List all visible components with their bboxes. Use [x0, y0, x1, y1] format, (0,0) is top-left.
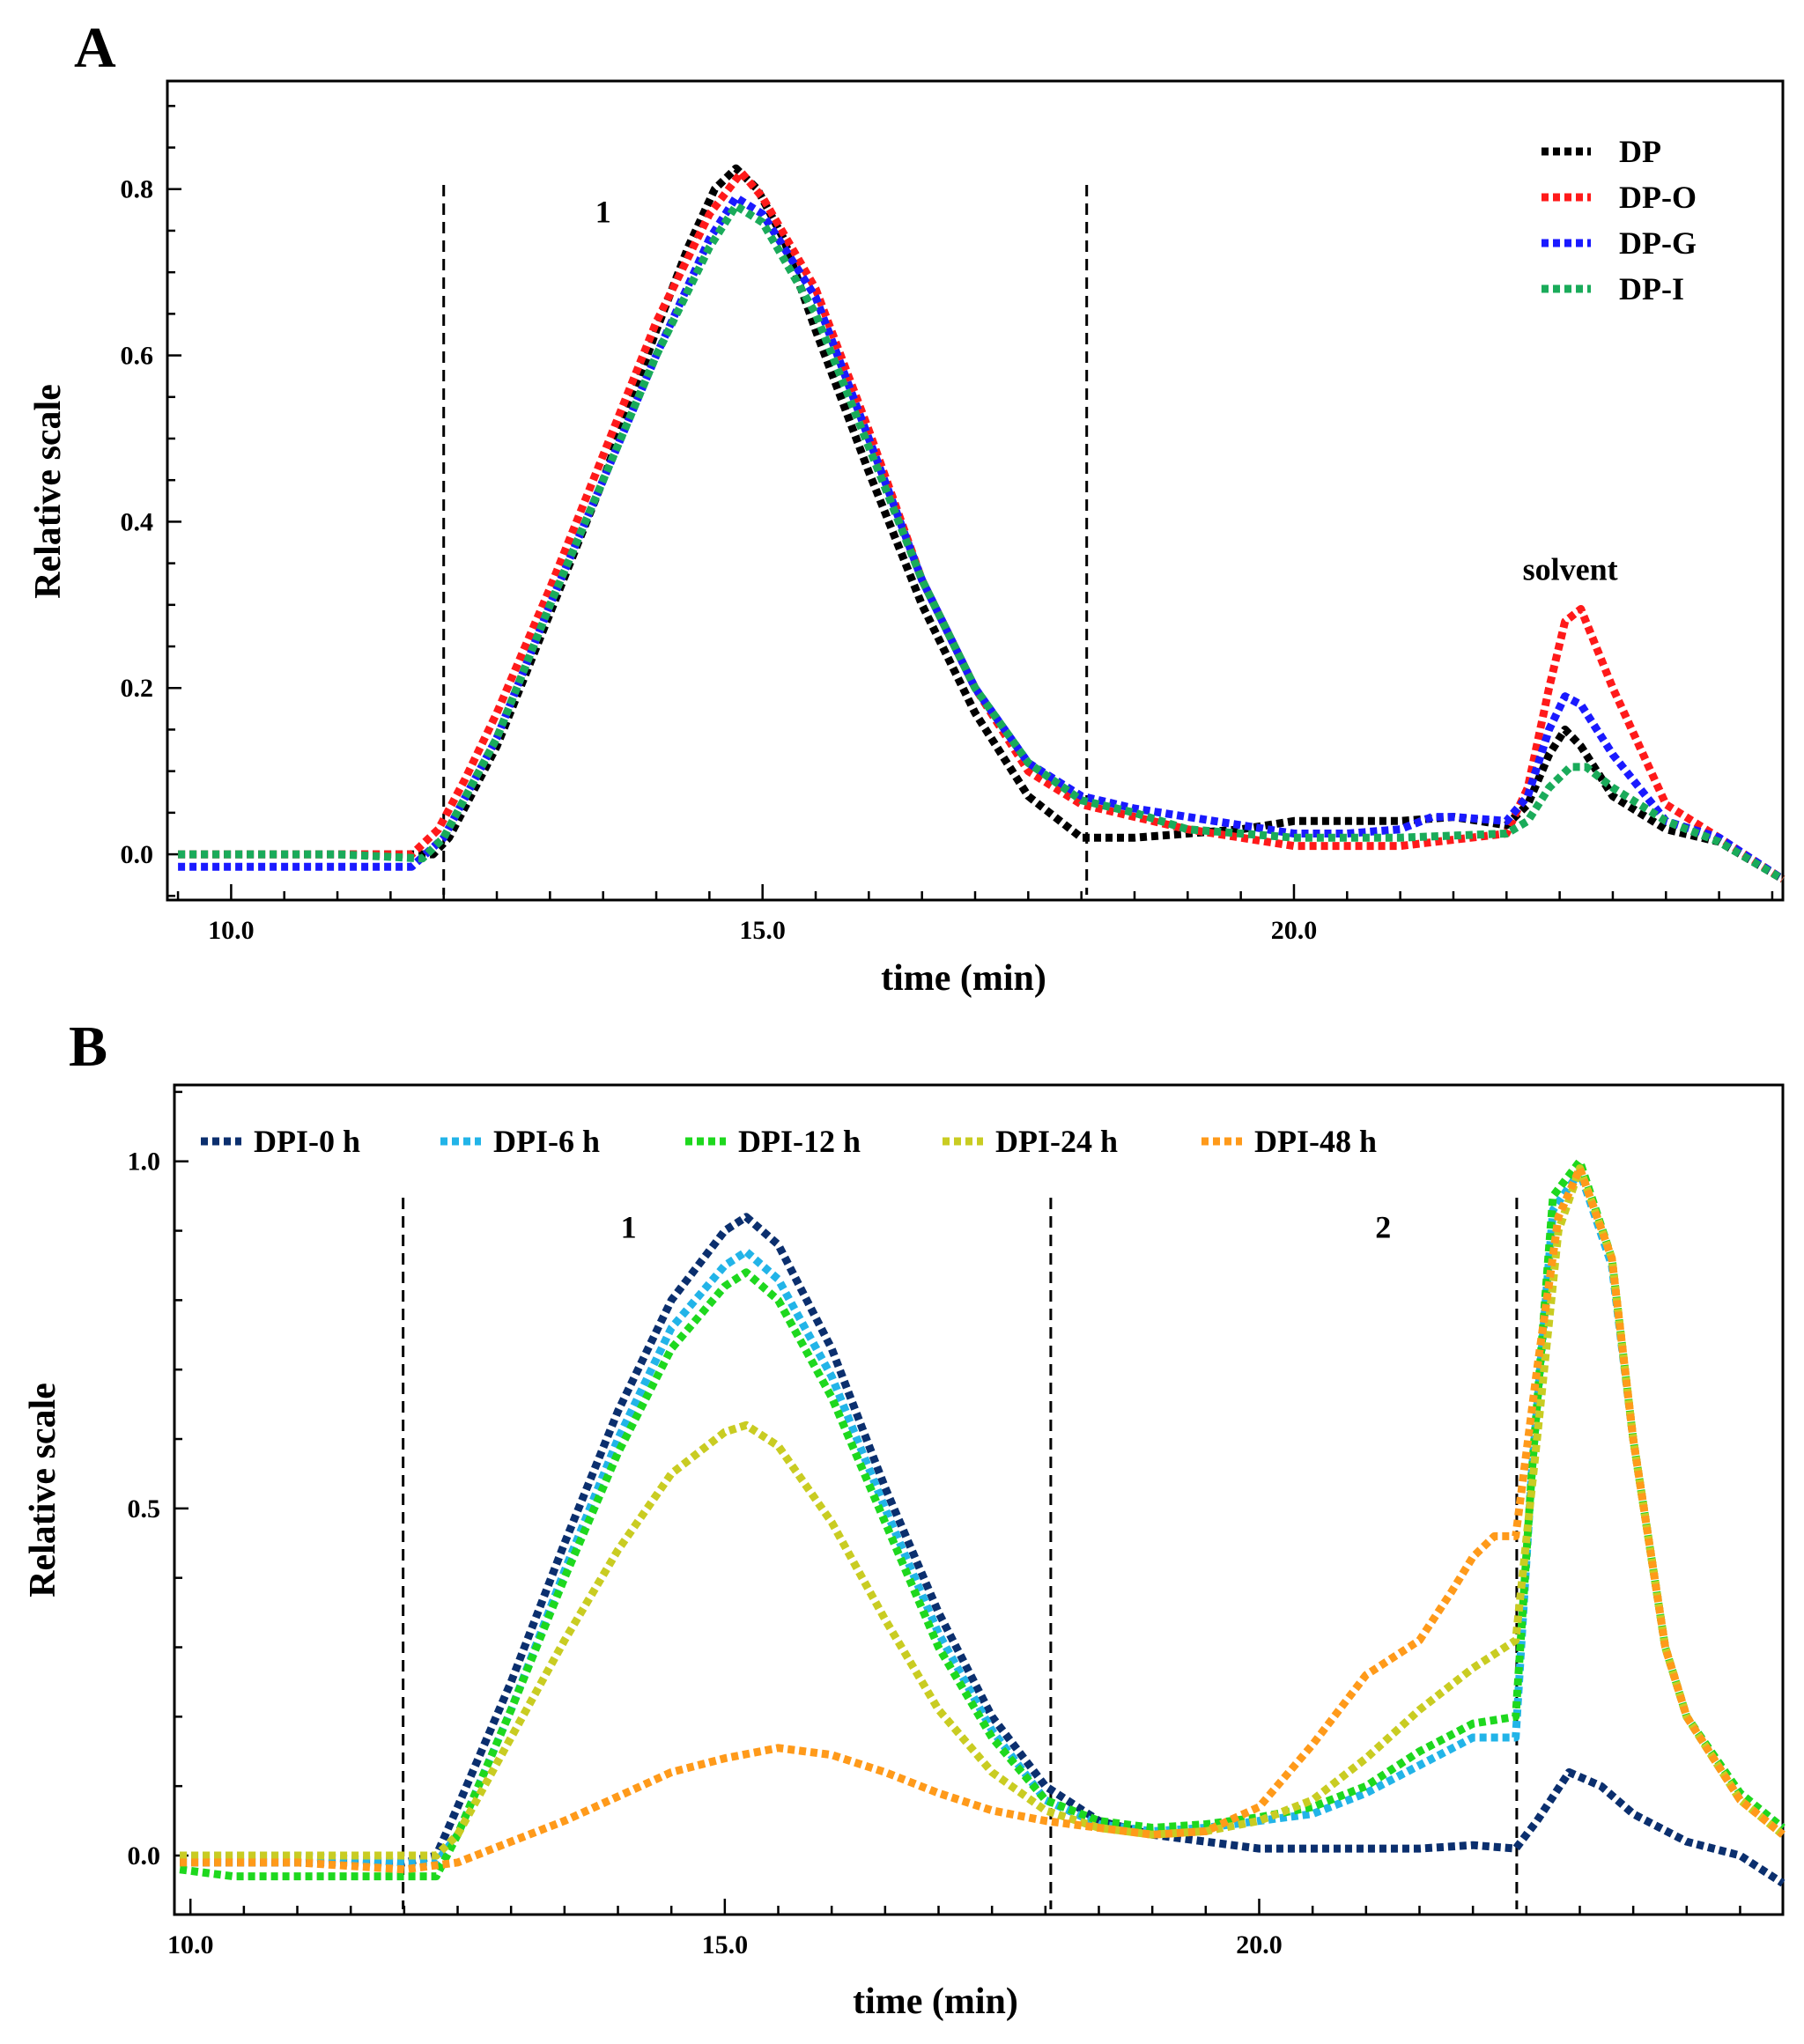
- panel-a-x-ticks: 10.0 15.0 20.0: [176, 884, 1774, 945]
- panel-a-x-axis-title: time (min): [881, 958, 1046, 999]
- series-line-dpi-12-h: [179, 1157, 1786, 1881]
- series-line-dpi-0-h: [180, 1213, 1786, 1887]
- chart-annotation: 2: [1375, 1209, 1391, 1244]
- y-tick-label: 0.6: [121, 342, 154, 371]
- legend-label: DP: [1619, 134, 1661, 169]
- panel-a-letter: A: [74, 16, 116, 80]
- series-line-dp-i: [178, 202, 1786, 883]
- panel-b-legend: DPI-0 h DPI-6 h DPI-12 h DPI-24 h DPI-48 h: [201, 1124, 1377, 1159]
- x-tick-label: 20.0: [1236, 1930, 1283, 1959]
- y-tick-label: 0.8: [121, 175, 154, 204]
- panel-a-y-ticks: 0.0 0.2 0.4 0.6 0.8: [121, 105, 181, 897]
- panel-a-annotations: 1 solvent: [595, 195, 1618, 587]
- panel-b-x-axis-title: time (min): [853, 1981, 1018, 2022]
- series-line-dpi-48-h: [180, 1164, 1786, 1874]
- panel-a-series-group: [178, 164, 1786, 883]
- legend-label: DPI-0 h: [254, 1124, 360, 1159]
- panel-b-y-ticks: 0.0 0.5 1.0: [128, 1090, 189, 1871]
- series-line-dp: [178, 164, 1786, 883]
- chart-annotation: solvent: [1523, 551, 1618, 587]
- panel-a-y-axis-title: Relative scale: [28, 384, 69, 599]
- x-tick-label: 15.0: [739, 916, 786, 945]
- series-line-dpi-24-h: [180, 1164, 1786, 1860]
- panel-b-series-group: [179, 1157, 1786, 1887]
- series-line-dp-o: [178, 168, 1786, 883]
- panel-b-plot-frame: [173, 1083, 1785, 1916]
- legend-label: DP-G: [1619, 225, 1697, 261]
- x-tick-label: 10.0: [208, 916, 255, 945]
- y-tick-label: 0.5: [128, 1494, 161, 1524]
- legend-label: DPI-6 h: [493, 1124, 600, 1159]
- panel-b-letter: B: [69, 1015, 107, 1079]
- chart-annotation: 1: [595, 195, 611, 230]
- panel-a-legend: DP DP-O DP-G DP-I: [1542, 134, 1697, 306]
- legend-label: DP-O: [1619, 180, 1697, 215]
- legend-label: DPI-48 h: [1254, 1124, 1377, 1159]
- x-tick-label: 15.0: [702, 1930, 749, 1959]
- panel-b-y-axis-title: Relative scale: [23, 1383, 63, 1598]
- legend-label: DP-I: [1619, 271, 1684, 306]
- panel-a-region-dividers: [442, 185, 1089, 895]
- legend-label: DPI-24 h: [995, 1124, 1118, 1159]
- x-tick-label: 10.0: [167, 1930, 214, 1959]
- chart-annotation: 1: [621, 1209, 637, 1244]
- y-tick-label: 1.0: [128, 1147, 161, 1177]
- legend-label: DPI-12 h: [738, 1124, 861, 1159]
- y-tick-label: 0.0: [121, 840, 154, 869]
- y-tick-label: 0.0: [128, 1841, 161, 1871]
- y-tick-label: 0.4: [121, 507, 154, 536]
- y-tick-label: 0.2: [121, 674, 154, 703]
- x-tick-label: 20.0: [1271, 916, 1318, 945]
- panel-a-chart: A 0.00.20.40.60.8 10.0 15.0 20.0 1solvent …: [28, 16, 1786, 999]
